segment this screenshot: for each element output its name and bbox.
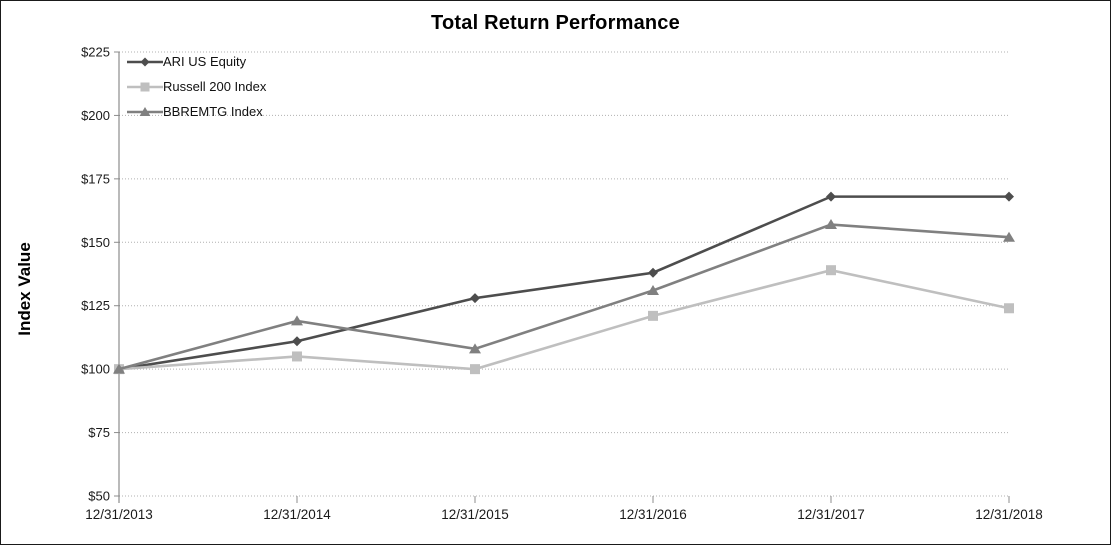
x-tick-label: 12/31/2013 (85, 507, 153, 522)
triangle-marker (825, 219, 837, 230)
triangle-marker (1003, 231, 1015, 242)
triangle-marker (113, 363, 125, 374)
triangle-marker (647, 284, 659, 295)
chart-title: Total Return Performance (431, 12, 680, 34)
square-marker (140, 82, 150, 91)
diamond-marker (1004, 191, 1014, 202)
legend-label-bbremtg-index: BBREMTG Index (163, 103, 263, 119)
legend-item-ari-us-equity: ARI US Equity (127, 49, 266, 74)
square-marker (470, 364, 480, 375)
line-triangle-marker-icon (127, 106, 163, 116)
series-line (118, 223, 1010, 371)
triangle-marker (139, 106, 151, 116)
y-tick-label: $200 (81, 108, 110, 123)
square-marker (1004, 303, 1014, 314)
diamond-marker (826, 191, 836, 202)
x-tick-label: 12/31/2015 (441, 507, 509, 522)
diamond-marker (648, 267, 658, 278)
x-tick-label: 12/31/2014 (263, 507, 331, 522)
x-tick-label: 12/31/2018 (975, 507, 1043, 522)
line-square-marker-icon (127, 82, 163, 91)
x-tick-label: 12/31/2017 (797, 507, 865, 522)
diamond-marker (470, 293, 480, 304)
legend-label-ari-us-equity: ARI US Equity (163, 53, 247, 69)
legend-item-russell-200-index: Russell 200 Index (127, 74, 266, 99)
series-ari-us-equity (114, 191, 1014, 375)
y-tick-label: $150 (81, 235, 110, 250)
triangle-marker (469, 343, 481, 354)
series-line (118, 268, 1010, 371)
y-tick-label: $50 (88, 489, 110, 504)
legend: ARI US Equity Russell 200 Index BBREMTG … (127, 49, 266, 124)
square-marker (648, 310, 658, 321)
y-tick-label: $125 (81, 298, 110, 313)
line-diamond-marker-icon (127, 57, 163, 66)
x-tick-label: 12/31/2016 (619, 507, 687, 522)
y-tick-label: $225 (81, 45, 110, 60)
y-tick-label: $175 (81, 171, 110, 186)
legend-item-bbremtg-index: BBREMTG Index (127, 99, 266, 124)
square-marker (292, 351, 302, 362)
y-tick-label: $100 (81, 362, 110, 377)
square-marker (826, 265, 836, 276)
diamond-marker (292, 336, 302, 347)
triangle-marker (291, 315, 303, 326)
y-tick-label: $75 (88, 425, 110, 440)
diamond-marker (140, 57, 150, 66)
series-bbremtg-index (113, 219, 1015, 374)
series-line (118, 195, 1009, 371)
legend-label-russell-200-index: Russell 200 Index (163, 78, 267, 94)
